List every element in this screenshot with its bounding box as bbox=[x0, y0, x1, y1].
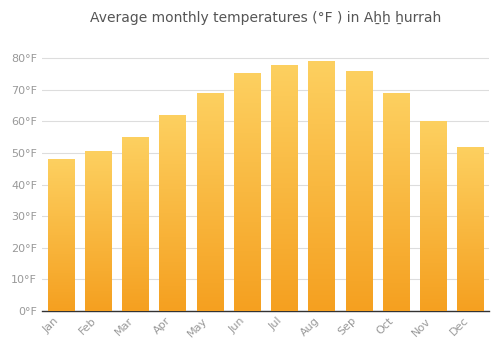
Title: Average monthly temperatures (°F ) in Aẖẖ ẖurrah: Average monthly temperatures (°F ) in Aẖ… bbox=[90, 11, 441, 25]
